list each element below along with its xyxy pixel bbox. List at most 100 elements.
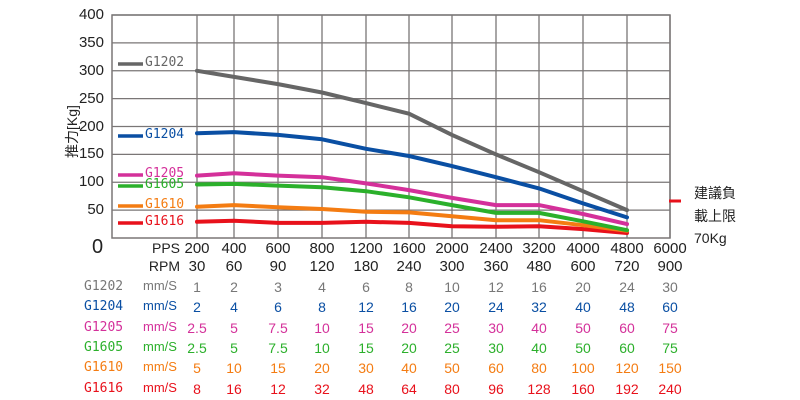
speed-cell: 12 [488, 279, 504, 295]
y-tick-100: 100 [78, 173, 104, 191]
series-line-g1205 [195, 171, 629, 227]
speed-cell: 16 [226, 380, 242, 397]
speed-cell: 16 [401, 299, 417, 316]
speed-cell: 60 [662, 299, 678, 316]
speed-cell: 40 [531, 319, 547, 336]
series-line-g1616 [195, 218, 629, 235]
speed-cell: 20 [575, 279, 591, 295]
speed-cell: 7.5 [268, 319, 288, 336]
x-tick-rpm-90: 90 [269, 258, 287, 275]
pps-row-label: PPS [151, 240, 180, 256]
speed-cell: 1 [193, 279, 201, 295]
speed-cell: 48 [358, 380, 374, 397]
x-tick-rpm-120: 120 [309, 258, 335, 275]
speed-cell: 60 [619, 339, 635, 356]
x-tick-rpm-240: 240 [396, 258, 422, 275]
legend-label-g1616: G1616 [145, 214, 185, 229]
speed-cell: 24 [619, 279, 635, 295]
load-limit-note-line1: 建議負 [694, 185, 736, 201]
speed-cell: 10 [314, 339, 330, 356]
speed-cell: 4 [318, 279, 326, 295]
speed-cell: 15 [358, 319, 374, 336]
x-tick-pps-6000: 6000 [653, 240, 687, 257]
x-tick-pps-2400: 2400 [479, 240, 513, 257]
x-tick-rpm-600: 600 [570, 258, 596, 275]
speed-cell: 50 [575, 339, 591, 356]
legend-label-g1205: G1205 [145, 166, 185, 181]
load-limit-note-line3: 70Kg [694, 230, 727, 246]
speed-cell: 12 [270, 380, 286, 397]
speed-cell: 96 [488, 380, 504, 397]
speed-cell: 2 [193, 299, 201, 316]
speed-row-unit: mm/S [143, 379, 177, 395]
speed-cell: 20 [401, 339, 417, 356]
speed-cell: 60 [619, 319, 635, 336]
speed-cell: 150 [658, 360, 682, 377]
rpm-row-label: RPM [148, 258, 180, 274]
speed-cell: 20 [314, 360, 330, 377]
x-tick-pps-2000: 2000 [435, 240, 469, 257]
speed-row-unit: mm/S [143, 359, 177, 375]
speed-cell: 6 [362, 279, 370, 295]
speed-cell: 2.5 [187, 339, 207, 356]
series-line-g1204 [195, 130, 629, 220]
speed-cell: 75 [662, 319, 678, 336]
speed-cell: 50 [575, 319, 591, 336]
speed-cell: 40 [575, 299, 591, 316]
x-tick-pps-400: 400 [221, 240, 247, 257]
load-limit-note-line2: 載上限 [694, 208, 736, 224]
series-line-g1202 [195, 68, 629, 213]
legend-label-g1202: G1202 [145, 55, 185, 70]
y-axis-label: 推力[Kg] [64, 105, 80, 158]
origin-zero-label: 0 [92, 236, 104, 258]
speed-cell: 128 [527, 380, 551, 397]
y-tick-350: 350 [78, 33, 104, 51]
speed-cell: 5 [230, 339, 238, 356]
speed-cell: 2.5 [187, 319, 207, 336]
x-tick-pps-3200: 3200 [522, 240, 556, 257]
speed-cell: 20 [444, 299, 460, 316]
speed-cell: 25 [444, 319, 460, 336]
x-tick-pps-4800: 4800 [610, 240, 644, 257]
x-tick-rpm-900: 900 [657, 258, 683, 275]
x-tick-rpm-180: 180 [353, 258, 379, 275]
speed-cell: 8 [405, 279, 413, 295]
speed-row-name-g1616: G1616 [84, 380, 124, 396]
speed-cell: 30 [662, 279, 678, 295]
speed-cell: 32 [314, 380, 330, 397]
speed-cell: 5 [193, 360, 201, 377]
speed-cell: 15 [270, 360, 286, 377]
speed-row-unit: mm/S [143, 318, 177, 334]
plot-frame [111, 14, 671, 239]
speed-cell: 12 [358, 299, 374, 316]
speed-cell: 25 [444, 339, 460, 356]
speed-cell: 10 [226, 360, 242, 377]
speed-cell: 192 [615, 380, 639, 397]
speed-cell: 240 [658, 380, 682, 397]
speed-row-unit: mm/S [143, 278, 177, 293]
speed-cell: 64 [401, 380, 417, 397]
y-tick-250: 250 [78, 89, 104, 107]
speed-cell: 10 [444, 279, 460, 295]
x-tick-pps-4000: 4000 [566, 240, 600, 257]
legend-label-g1204: G1204 [145, 127, 185, 142]
speed-cell: 60 [488, 360, 504, 377]
x-tick-rpm-480: 480 [526, 258, 552, 275]
speed-cell: 10 [314, 319, 330, 336]
speed-cell: 15 [358, 339, 374, 356]
speed-cell: 40 [531, 339, 547, 356]
speed-cell: 50 [444, 360, 460, 377]
speed-cell: 80 [444, 380, 460, 397]
y-tick-400: 400 [78, 6, 104, 23]
speed-row-name-g1205: G1205 [84, 319, 124, 335]
chart-series-lines [195, 68, 629, 235]
speed-cell: 8 [193, 380, 201, 397]
speed-cell: 100 [571, 360, 595, 377]
legend-label-g1605: G1605 [145, 177, 185, 192]
y-tick-200: 200 [78, 117, 104, 135]
y-tick-150: 150 [78, 145, 104, 163]
x-tick-pps-1600: 1600 [392, 240, 426, 257]
x-tick-pps-200: 200 [184, 240, 210, 257]
x-tick-pps-1200: 1200 [349, 240, 383, 257]
